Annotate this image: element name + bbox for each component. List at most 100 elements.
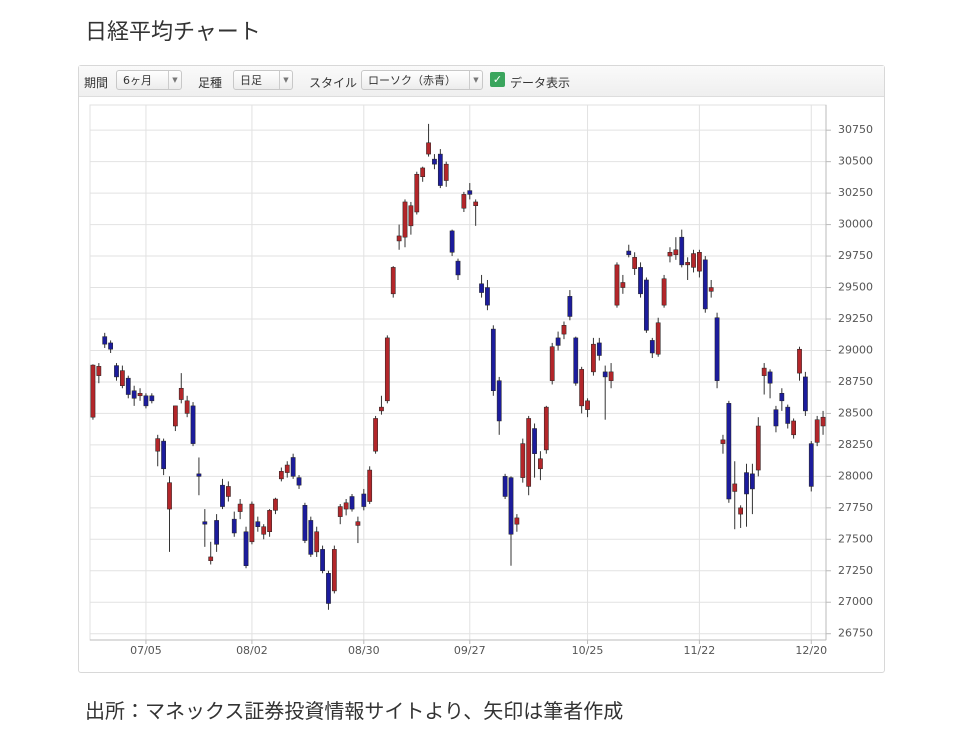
- y-tick-label: 30000: [838, 218, 873, 231]
- candle-body: [626, 250, 632, 256]
- candle-body: [290, 457, 296, 477]
- y-tick-label: 26750: [838, 627, 873, 640]
- bar-value: 日足: [240, 74, 262, 87]
- x-tick-label: 08/30: [348, 644, 380, 657]
- period-dropdown[interactable]: 6ヶ月 ▼: [116, 70, 182, 90]
- candle-body: [296, 477, 302, 486]
- y-tick-label: 28750: [838, 375, 873, 388]
- candle-body: [90, 364, 96, 418]
- candle-body: [314, 531, 320, 553]
- style-dropdown[interactable]: ローソク（赤青） ▼: [361, 70, 483, 90]
- candle-body: [432, 158, 437, 165]
- candle-body: [585, 400, 590, 410]
- candle-body: [673, 249, 679, 256]
- candle-body: [632, 257, 638, 269]
- y-tick-label: 27250: [838, 564, 873, 577]
- candle-body: [120, 370, 125, 386]
- candle-body: [384, 337, 390, 402]
- candle-body: [620, 282, 626, 288]
- y-tick-label: 29750: [838, 249, 873, 262]
- candle-body: [449, 230, 455, 253]
- style-label: スタイル: [309, 76, 358, 90]
- candle-body: [520, 443, 526, 478]
- candle-body: [514, 517, 520, 525]
- y-tick-label: 29250: [838, 312, 873, 325]
- candle-body: [255, 521, 261, 527]
- candle-body: [202, 521, 208, 525]
- candle-body: [708, 287, 714, 292]
- candle-body: [167, 482, 172, 510]
- candle-body: [685, 262, 691, 266]
- x-tick-label: 07/05: [130, 644, 162, 657]
- candle-body: [744, 472, 749, 495]
- candle-body: [579, 369, 585, 407]
- data-display-label: データ表示: [510, 76, 571, 90]
- candle-body: [273, 498, 278, 511]
- data-display-checkbox[interactable]: ✓: [490, 72, 505, 87]
- candle-body: [697, 252, 702, 272]
- candle-body: [467, 190, 473, 195]
- period-value: 6ヶ月: [123, 74, 152, 87]
- x-tick-label: 12/20: [795, 644, 827, 657]
- candle-body: [767, 371, 773, 384]
- candle-body: [402, 201, 408, 238]
- style-value: ローソク（赤青）: [368, 74, 456, 87]
- candle-body: [349, 496, 355, 510]
- candle-body: [732, 483, 738, 492]
- candle-body: [143, 395, 149, 407]
- candle-body: [508, 477, 514, 535]
- candle-body: [125, 377, 131, 395]
- x-tick-label: 09/27: [454, 644, 486, 657]
- candle-body: [137, 393, 143, 397]
- candle-body: [379, 406, 384, 412]
- candle-body: [608, 371, 614, 381]
- candle-body: [667, 252, 673, 257]
- candle-body: [638, 267, 643, 295]
- candle-body: [644, 279, 649, 331]
- candle-body: [320, 549, 325, 572]
- y-tick-label: 27750: [838, 501, 873, 514]
- candle-body: [761, 367, 767, 376]
- candle-body: [779, 393, 785, 402]
- candle-body: [797, 348, 802, 374]
- y-tick-label: 29000: [838, 343, 873, 356]
- candle-body: [614, 264, 620, 306]
- candle-body: [437, 153, 443, 186]
- candle-body: [443, 163, 449, 181]
- candle-body: [414, 173, 420, 213]
- candle-body: [96, 366, 102, 376]
- candle-body: [702, 259, 708, 310]
- y-tick-label: 28500: [838, 406, 873, 419]
- bar-dropdown[interactable]: 日足 ▼: [233, 70, 293, 90]
- candle-body: [331, 549, 337, 592]
- candle-body: [532, 428, 537, 454]
- candle-body: [355, 521, 361, 526]
- candle-body: [261, 526, 267, 535]
- y-tick-label: 29500: [838, 281, 873, 294]
- candle-body: [561, 325, 567, 335]
- candle-body: [602, 371, 608, 378]
- y-tick-label: 30250: [838, 186, 873, 199]
- candle-body: [755, 425, 761, 471]
- candle-body: [814, 419, 820, 443]
- candle-body: [114, 365, 119, 378]
- candle-body: [302, 505, 308, 541]
- candle-body: [567, 296, 573, 317]
- dropdown-arrow: ▼: [279, 71, 292, 89]
- candle-body: [473, 201, 479, 206]
- y-tick-label: 30500: [838, 155, 873, 168]
- candle-body: [361, 493, 367, 507]
- candle-body: [155, 438, 161, 452]
- candle-body: [461, 194, 467, 209]
- candle-body: [661, 278, 667, 306]
- candle-body: [408, 205, 414, 227]
- period-label: 期間: [84, 76, 109, 90]
- candle-body: [803, 376, 808, 412]
- candle-body: [373, 418, 378, 452]
- candle-body: [750, 473, 755, 490]
- y-tick-label: 27000: [838, 595, 873, 608]
- y-tick-label: 27500: [838, 532, 873, 545]
- candle-body: [184, 400, 190, 414]
